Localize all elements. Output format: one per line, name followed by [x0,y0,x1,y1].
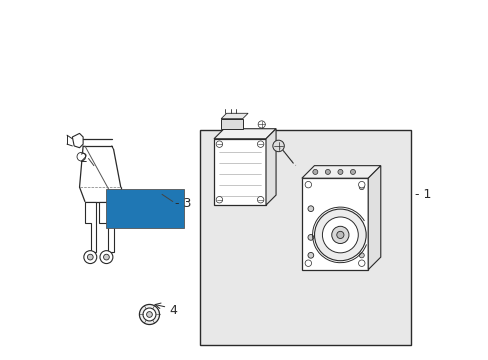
Circle shape [113,197,121,206]
Circle shape [129,206,137,215]
Circle shape [216,197,222,203]
Circle shape [307,206,313,212]
Bar [141,207,161,214]
Circle shape [314,209,366,261]
Circle shape [331,226,348,243]
Text: 4: 4 [169,305,177,318]
Circle shape [307,234,313,240]
Text: - 1: - 1 [414,188,430,201]
Polygon shape [72,134,83,148]
Bar [157,216,177,223]
Circle shape [359,253,364,258]
Polygon shape [265,129,276,205]
Circle shape [337,170,342,175]
Text: 2: 2 [80,152,87,165]
Circle shape [146,312,152,318]
Circle shape [312,170,317,175]
Bar [177,215,180,224]
Polygon shape [301,166,380,178]
Circle shape [142,308,156,321]
Polygon shape [367,166,380,270]
Circle shape [109,194,125,210]
Bar [221,119,242,129]
Circle shape [100,251,113,264]
Bar [161,206,163,215]
Circle shape [350,170,355,175]
Circle shape [87,254,93,260]
Circle shape [103,254,109,260]
Circle shape [139,305,159,324]
Polygon shape [221,113,247,119]
Bar [125,198,144,205]
Circle shape [257,141,264,147]
Bar [214,139,265,205]
Circle shape [272,140,284,152]
Circle shape [359,185,364,190]
Polygon shape [99,202,113,252]
Circle shape [322,217,358,253]
Bar [301,178,367,270]
Circle shape [145,215,153,224]
Circle shape [257,197,264,203]
Polygon shape [85,202,96,252]
Circle shape [305,260,311,266]
Circle shape [325,170,330,175]
Circle shape [83,251,97,264]
Polygon shape [214,129,276,139]
Circle shape [305,181,311,188]
Circle shape [125,203,141,219]
Circle shape [358,260,364,266]
Circle shape [358,181,364,188]
Circle shape [142,212,157,227]
Circle shape [307,252,313,258]
Bar [106,189,183,228]
Bar [199,130,410,345]
Bar [144,197,147,206]
Circle shape [77,152,85,161]
Circle shape [258,121,265,128]
Circle shape [336,231,343,238]
Text: - 3: - 3 [174,197,190,210]
Circle shape [216,141,222,147]
